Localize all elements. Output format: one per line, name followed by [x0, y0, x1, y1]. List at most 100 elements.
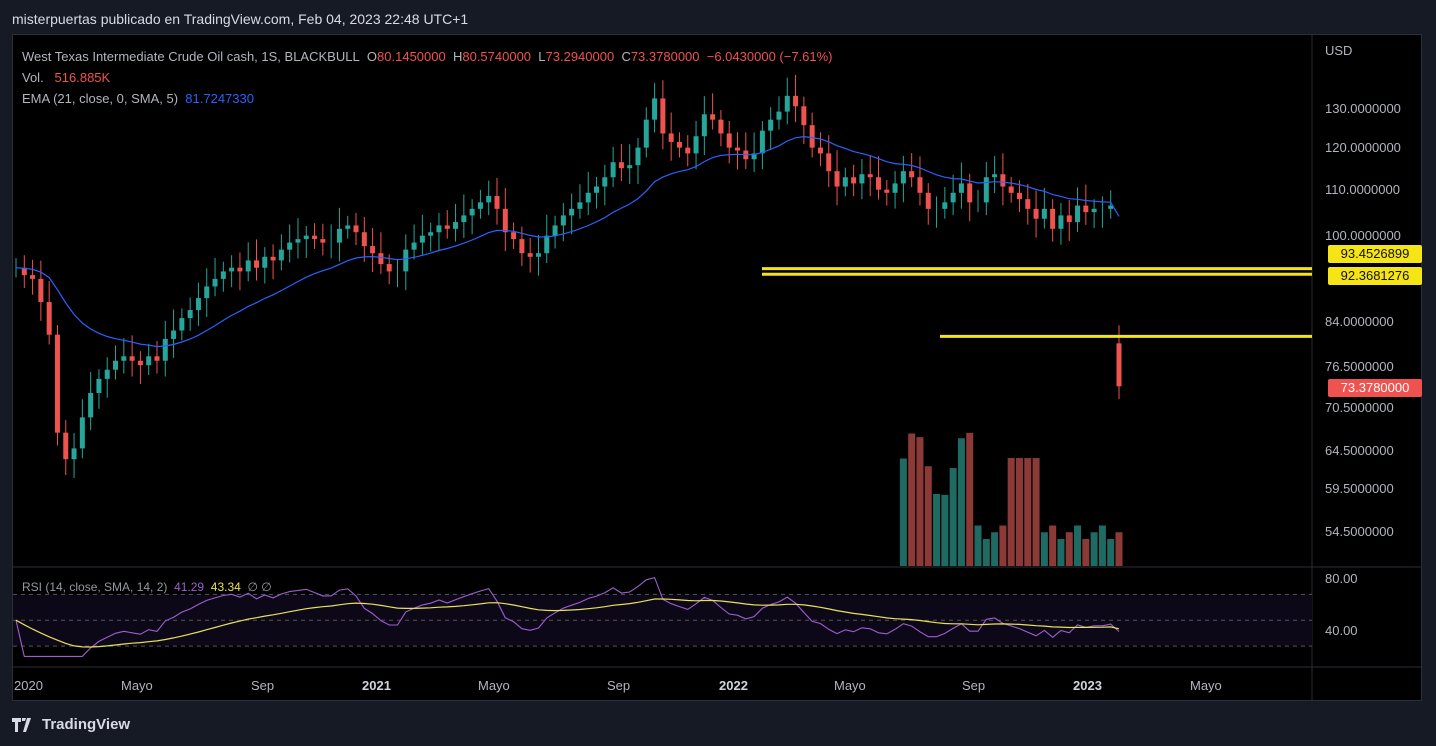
rsi-tick: 40.00 [1325, 623, 1358, 638]
candle-body [353, 225, 359, 233]
time-tick: Sep [607, 678, 631, 693]
candle-body [461, 215, 467, 223]
volume-bar [1082, 539, 1090, 566]
candle-body [652, 98, 658, 120]
candle-body [254, 260, 260, 268]
volume-bar [991, 532, 999, 566]
volume-bar [1074, 525, 1082, 566]
brand-name: TradingView [42, 716, 131, 733]
candle-body [826, 153, 832, 172]
candle-body [411, 242, 417, 250]
candle-body [710, 114, 716, 120]
volume-bar [1057, 539, 1065, 566]
candle-body [270, 256, 276, 261]
volume-bar [1049, 525, 1057, 566]
candle-body [295, 239, 301, 243]
volume-bar [1090, 532, 1098, 566]
symbol-legend-line: West Texas Intermediate Crude Oil cash, … [22, 46, 833, 67]
candle-body [660, 98, 666, 134]
time-tick: 2021 [362, 678, 391, 693]
l-value: 73.2940000 [545, 49, 615, 64]
candle-body [162, 338, 168, 361]
candle-body [195, 298, 201, 310]
candle-body [992, 174, 998, 178]
candle-body [1083, 205, 1089, 213]
price-tick: 54.5000000 [1325, 524, 1394, 539]
rsi-ma-value: 43.34 [210, 580, 241, 594]
last-price-tag: 73.3780000 [1328, 379, 1422, 397]
candle-body [245, 260, 251, 272]
volume-bar [1098, 525, 1106, 566]
upper-level-tag: 93.4526899 [1328, 245, 1422, 263]
volume-bar [941, 494, 949, 566]
time-tick: 2020 [14, 678, 43, 693]
candle-body [569, 208, 575, 216]
candle-body [627, 165, 633, 169]
vol-value: 516.885K [54, 70, 111, 85]
candle-body [544, 235, 550, 254]
candle-body [154, 356, 160, 361]
candle-body [884, 189, 890, 193]
volume-bar [1065, 532, 1073, 566]
candle-body [859, 174, 865, 184]
candle-body [851, 177, 857, 184]
volume-bar [933, 493, 941, 566]
candle-body [419, 235, 425, 243]
candle-body [809, 125, 815, 148]
candle-body [345, 225, 351, 229]
volume-bar [908, 433, 916, 566]
candle-body [104, 369, 110, 379]
time-tick: Mayo [121, 678, 153, 693]
candle-body [320, 239, 326, 243]
volume-bar [899, 458, 907, 566]
main-legend: West Texas Intermediate Crude Oil cash, … [22, 46, 833, 109]
candle-body [585, 192, 591, 203]
ema-legend-line: EMA (21, close, 0, SMA, 5) 81.7247330 [22, 88, 833, 109]
candle-body [693, 136, 699, 154]
currency-label: USD [1325, 43, 1353, 58]
volume-bar [924, 466, 932, 566]
candle-body [643, 119, 649, 148]
candle-body [1108, 205, 1114, 209]
volume-bar [916, 437, 924, 566]
chart-frame[interactable] [12, 34, 1422, 701]
time-tick: Mayo [478, 678, 510, 693]
candle-body [428, 232, 434, 236]
publisher-line: misterpuertas publicado en TradingView.c… [12, 11, 469, 27]
price-tick: 110.0000000 [1325, 182, 1400, 197]
candle-body [137, 360, 143, 366]
candle-body [577, 202, 583, 209]
footer-brand[interactable]: TradingView [12, 716, 130, 733]
candle-body [768, 119, 774, 131]
volume-bar [1115, 532, 1123, 566]
candle-body [453, 222, 459, 229]
candle-body [817, 147, 823, 154]
candle-body [494, 195, 500, 209]
candle-body [46, 302, 52, 335]
candle-body [1091, 208, 1097, 213]
volume-bar [974, 525, 982, 566]
rsi-value: 41.29 [174, 580, 205, 594]
candle-body [1041, 208, 1047, 219]
volume-bar [1032, 458, 1040, 566]
volume-bar [957, 438, 965, 566]
candle-body [146, 356, 152, 366]
candle-body [469, 208, 475, 216]
ema-label: EMA (21, close, 0, SMA, 5) [22, 91, 179, 106]
volume-bar [1107, 539, 1115, 566]
time-tick: Mayo [1190, 678, 1222, 693]
price-tick: 64.5000000 [1325, 443, 1394, 458]
c-label: C [621, 49, 631, 64]
candle-body [30, 275, 36, 279]
volume-legend-line: Vol. 516.885K [22, 67, 833, 88]
candle-body [96, 378, 102, 393]
rsi-ma-line [15, 598, 1120, 648]
candle-body [892, 183, 898, 193]
ema-value: 81.7247330 [185, 91, 254, 106]
l-label: L [538, 49, 546, 64]
candle-body [370, 246, 376, 254]
candle-body [171, 330, 177, 339]
candle-body [718, 119, 724, 134]
price-tick: 59.5000000 [1325, 481, 1394, 496]
